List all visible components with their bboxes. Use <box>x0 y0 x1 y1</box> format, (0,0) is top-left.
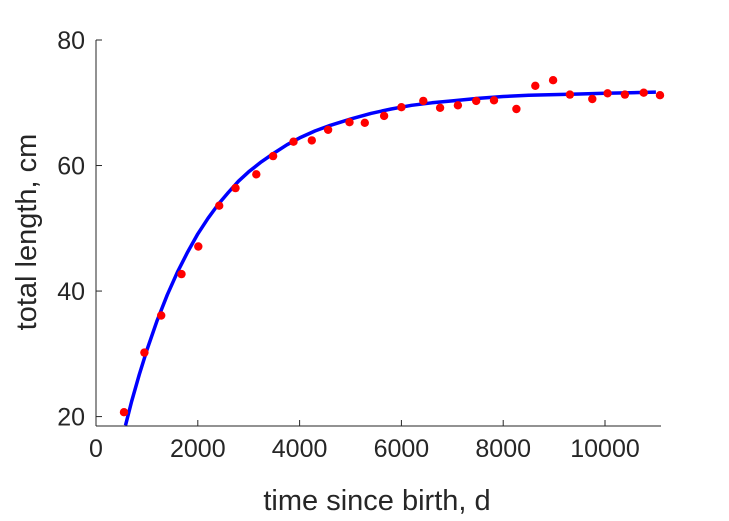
data-point <box>307 136 316 145</box>
x-tick-label: 4000 <box>272 435 328 463</box>
x-tick-label: 8000 <box>475 435 531 463</box>
fit-curve <box>123 90 656 426</box>
data-point <box>360 118 369 128</box>
x-axis-label: time since birth, d <box>263 485 490 517</box>
data-point <box>323 125 333 134</box>
x-tick-label: 6000 <box>374 435 430 463</box>
data-point <box>140 348 149 357</box>
y-tick-label: 20 <box>57 404 85 432</box>
data-point <box>489 96 499 105</box>
y-tick-label: 60 <box>57 153 85 181</box>
data-point <box>565 90 575 99</box>
data-points-layer <box>119 76 665 417</box>
data-point <box>215 201 224 210</box>
data-point <box>620 90 630 99</box>
x-tick-label: 0 <box>89 435 103 463</box>
data-point <box>252 170 261 179</box>
data-point <box>177 269 186 279</box>
data-point <box>397 103 406 112</box>
data-point <box>655 91 665 100</box>
data-point <box>345 118 354 127</box>
data-point <box>119 408 129 417</box>
data-point <box>453 101 463 110</box>
data-point <box>231 183 240 193</box>
data-point <box>157 311 166 320</box>
data-point <box>639 88 648 97</box>
data-point <box>194 242 203 251</box>
y-tick-label: 80 <box>57 27 85 55</box>
y-axis-label: total length, cm <box>11 134 43 331</box>
data-point <box>588 94 597 104</box>
data-point <box>289 137 298 146</box>
data-point <box>512 104 521 114</box>
data-point <box>419 96 428 106</box>
fit-curve-layer <box>123 90 656 426</box>
data-point <box>603 89 612 98</box>
y-ticks: 20 40 60 80 <box>57 27 102 432</box>
y-tick-label: 40 <box>57 278 85 306</box>
data-point <box>379 111 389 121</box>
axes <box>95 40 661 427</box>
data-point <box>472 96 481 106</box>
x-tick-label: 10000 <box>570 435 640 463</box>
data-point <box>268 151 278 161</box>
x-tick-label: 2000 <box>170 435 226 463</box>
data-point <box>531 81 540 91</box>
x-ticks: 0 2000 4000 6000 8000 10000 <box>89 420 640 463</box>
data-point <box>548 76 558 85</box>
data-point <box>435 103 445 113</box>
